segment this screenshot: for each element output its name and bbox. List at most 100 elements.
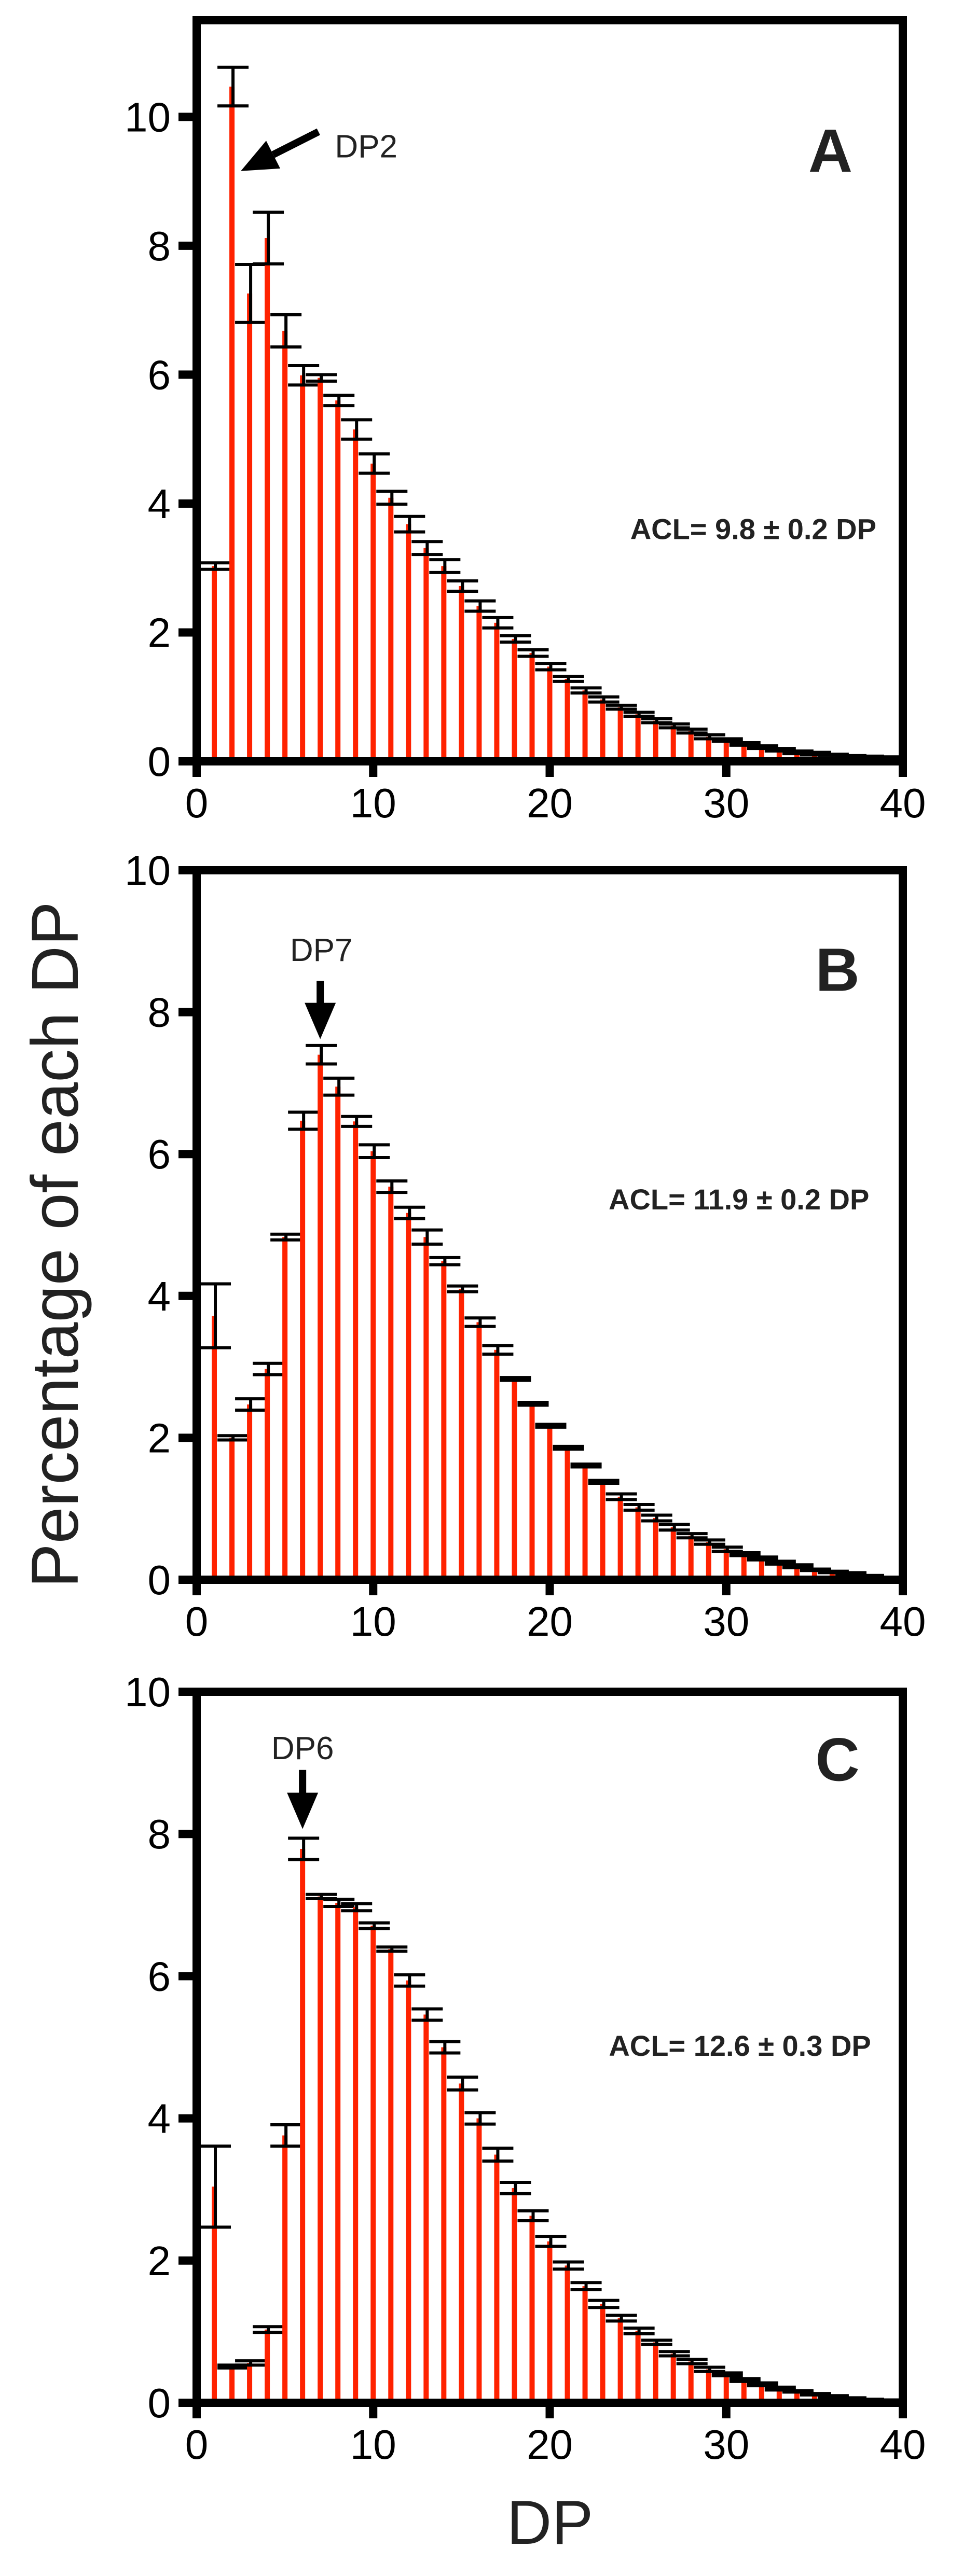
bar bbox=[423, 548, 429, 761]
bar bbox=[635, 1507, 641, 1580]
bar bbox=[706, 2369, 711, 2403]
acl-annotation: ACL= 9.8 ± 0.2 DP bbox=[630, 512, 876, 545]
bar bbox=[265, 238, 270, 762]
bar bbox=[423, 2014, 429, 2403]
error-bar bbox=[658, 722, 690, 730]
error-bar bbox=[553, 674, 584, 683]
bar bbox=[617, 1496, 623, 1580]
bar bbox=[370, 1151, 376, 1580]
bar bbox=[229, 86, 235, 762]
bar bbox=[512, 2188, 517, 2403]
error-bar bbox=[482, 2147, 514, 2163]
x-tick-label: 0 bbox=[185, 2421, 209, 2468]
x-tick-label: 0 bbox=[185, 780, 209, 826]
bar bbox=[759, 1558, 764, 1580]
y-tick-label: 4 bbox=[148, 1273, 171, 1319]
error-bar bbox=[747, 2381, 778, 2388]
y-tick-label: 10 bbox=[125, 1669, 171, 1715]
error-bar bbox=[217, 1434, 249, 1442]
peak-label: DP6 bbox=[271, 1731, 334, 1766]
bar bbox=[282, 330, 288, 761]
bar bbox=[459, 586, 464, 761]
x-tick-label: 20 bbox=[527, 1598, 573, 1645]
error-bar bbox=[323, 1898, 355, 1909]
bar bbox=[441, 2047, 447, 2403]
y-tick-label: 6 bbox=[148, 352, 171, 398]
error-bar bbox=[323, 394, 355, 408]
error-bar bbox=[641, 1513, 672, 1523]
panel-letter: B bbox=[815, 936, 859, 1005]
bar bbox=[441, 1261, 447, 1580]
bar bbox=[512, 1378, 517, 1580]
bar bbox=[406, 1980, 411, 2403]
error-bar bbox=[306, 373, 337, 383]
y-tick-label: 10 bbox=[125, 94, 171, 140]
bar bbox=[706, 736, 711, 761]
bar bbox=[265, 2329, 270, 2403]
error-bar bbox=[517, 2209, 549, 2223]
bar bbox=[229, 1438, 235, 1580]
error-bar bbox=[464, 1316, 496, 1328]
bar bbox=[318, 1896, 323, 2403]
error-bar bbox=[288, 1836, 320, 1861]
bar bbox=[653, 2342, 658, 2403]
error-bar bbox=[606, 2314, 637, 2323]
bar bbox=[688, 731, 694, 761]
error-bar bbox=[729, 1551, 761, 1557]
bar bbox=[653, 1517, 658, 1580]
error-bar bbox=[288, 1110, 320, 1131]
error-bar bbox=[376, 490, 408, 506]
error-bar bbox=[553, 2260, 584, 2271]
error-bar bbox=[306, 1043, 337, 1066]
error-bar bbox=[711, 1545, 743, 1553]
acl-annotation: ACL= 11.9 ± 0.2 DP bbox=[609, 1183, 869, 1216]
bar bbox=[476, 606, 482, 761]
bar bbox=[406, 524, 411, 761]
y-tick-label: 2 bbox=[148, 609, 171, 656]
error-bar bbox=[641, 717, 672, 725]
bar bbox=[811, 1569, 817, 1580]
bar bbox=[459, 2083, 464, 2403]
error-bar bbox=[359, 1143, 390, 1160]
error-bar bbox=[411, 1228, 443, 1246]
bar bbox=[353, 1121, 359, 1580]
x-tick-label: 10 bbox=[350, 1598, 396, 1645]
error-bar bbox=[394, 1205, 425, 1220]
bar bbox=[776, 1563, 782, 1580]
peak-label: DP2 bbox=[335, 129, 397, 164]
acl-annotation: ACL= 12.6 ± 0.3 DP bbox=[609, 2029, 871, 2062]
error-bar bbox=[235, 2359, 267, 2367]
error-bar bbox=[429, 2040, 461, 2055]
error-bar bbox=[676, 1532, 708, 1540]
error-bar bbox=[694, 1538, 725, 1546]
error-bar bbox=[500, 2180, 531, 2195]
panel-c: 0 10 20 30 40 0 2 4 6 8 10 C ACL= 12.6 ± 0.3 DP DP6 bbox=[125, 1669, 926, 2468]
bar bbox=[494, 622, 500, 761]
bar bbox=[635, 2331, 641, 2403]
bar bbox=[247, 2363, 253, 2403]
error-bar bbox=[447, 579, 478, 593]
x-tick-label: 20 bbox=[527, 2421, 573, 2468]
error-bar bbox=[270, 2123, 302, 2148]
bar bbox=[600, 699, 606, 761]
bar bbox=[212, 2187, 217, 2403]
error-bar bbox=[235, 1397, 267, 1412]
y-axis-label: Percentage of each DP bbox=[18, 901, 92, 1588]
error-bar bbox=[288, 364, 320, 387]
bar bbox=[370, 1926, 376, 2403]
bar bbox=[776, 2388, 782, 2403]
error-bar bbox=[341, 1902, 373, 1913]
error-bar bbox=[641, 2338, 672, 2346]
error-bar bbox=[606, 1492, 637, 1501]
bar bbox=[212, 566, 217, 761]
error-bar bbox=[658, 2350, 690, 2358]
bar bbox=[318, 378, 323, 761]
error-bar bbox=[447, 2076, 478, 2092]
error-bar bbox=[217, 65, 249, 108]
bar bbox=[335, 1087, 341, 1580]
bar bbox=[741, 2380, 747, 2403]
error-bar bbox=[711, 737, 743, 743]
error-bar bbox=[747, 1555, 778, 1562]
bar bbox=[547, 2241, 553, 2403]
